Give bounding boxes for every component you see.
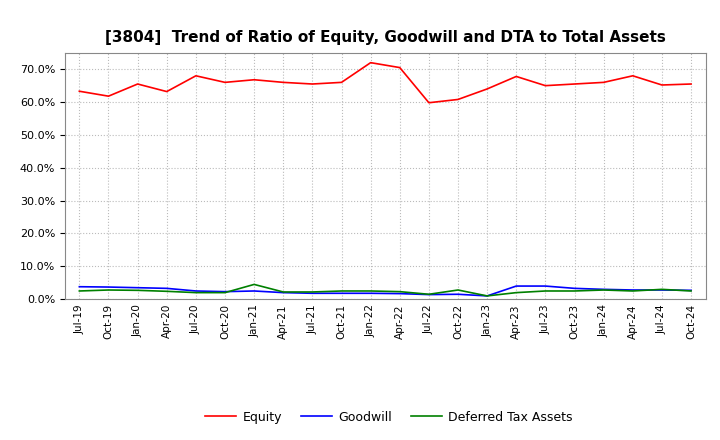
Goodwill (425, 292, 433, 297)
Goodwill (104, 284, 113, 290)
Equity (454, 97, 462, 102)
Goodwill (250, 288, 258, 293)
Goodwill (366, 291, 375, 296)
Equity (250, 77, 258, 82)
Deferred Tax Assets (75, 288, 84, 293)
Legend: Equity, Goodwill, Deferred Tax Assets: Equity, Goodwill, Deferred Tax Assets (200, 407, 577, 429)
Deferred Tax Assets (192, 290, 200, 295)
Equity (163, 89, 171, 94)
Equity (629, 73, 637, 78)
Equity (541, 83, 550, 88)
Goodwill (454, 292, 462, 297)
Equity (308, 81, 317, 87)
Deferred Tax Assets (337, 288, 346, 293)
Deferred Tax Assets (395, 289, 404, 294)
Deferred Tax Assets (133, 288, 142, 293)
Equity (133, 81, 142, 87)
Equity (104, 94, 113, 99)
Equity (337, 80, 346, 85)
Goodwill (75, 284, 84, 290)
Equity (599, 80, 608, 85)
Goodwill (192, 288, 200, 293)
Title: [3804]  Trend of Ratio of Equity, Goodwill and DTA to Total Assets: [3804] Trend of Ratio of Equity, Goodwil… (105, 29, 665, 45)
Deferred Tax Assets (629, 288, 637, 293)
Deferred Tax Assets (104, 287, 113, 293)
Goodwill (483, 293, 492, 299)
Deferred Tax Assets (163, 289, 171, 294)
Equity (425, 100, 433, 105)
Goodwill (512, 283, 521, 289)
Equity (366, 60, 375, 65)
Goodwill (657, 287, 666, 293)
Goodwill (133, 285, 142, 290)
Goodwill (395, 291, 404, 296)
Deferred Tax Assets (279, 290, 287, 295)
Equity (279, 80, 287, 85)
Goodwill (541, 283, 550, 289)
Equity (220, 80, 229, 85)
Goodwill (629, 287, 637, 293)
Deferred Tax Assets (425, 292, 433, 297)
Equity (570, 81, 579, 87)
Line: Equity: Equity (79, 62, 691, 103)
Equity (75, 88, 84, 94)
Line: Goodwill: Goodwill (79, 286, 691, 296)
Deferred Tax Assets (570, 288, 579, 293)
Goodwill (687, 288, 696, 293)
Deferred Tax Assets (483, 293, 492, 299)
Deferred Tax Assets (220, 290, 229, 295)
Goodwill (599, 287, 608, 292)
Equity (657, 82, 666, 88)
Goodwill (220, 289, 229, 294)
Equity (192, 73, 200, 78)
Deferred Tax Assets (512, 290, 521, 295)
Deferred Tax Assets (687, 288, 696, 293)
Goodwill (279, 290, 287, 295)
Deferred Tax Assets (657, 287, 666, 292)
Goodwill (308, 291, 317, 296)
Deferred Tax Assets (250, 282, 258, 287)
Goodwill (163, 286, 171, 291)
Deferred Tax Assets (541, 288, 550, 293)
Deferred Tax Assets (454, 287, 462, 293)
Deferred Tax Assets (599, 287, 608, 293)
Goodwill (570, 286, 579, 291)
Equity (512, 74, 521, 79)
Deferred Tax Assets (366, 288, 375, 293)
Equity (687, 81, 696, 87)
Equity (483, 86, 492, 92)
Line: Deferred Tax Assets: Deferred Tax Assets (79, 284, 691, 296)
Equity (395, 65, 404, 70)
Deferred Tax Assets (308, 290, 317, 295)
Goodwill (337, 291, 346, 296)
